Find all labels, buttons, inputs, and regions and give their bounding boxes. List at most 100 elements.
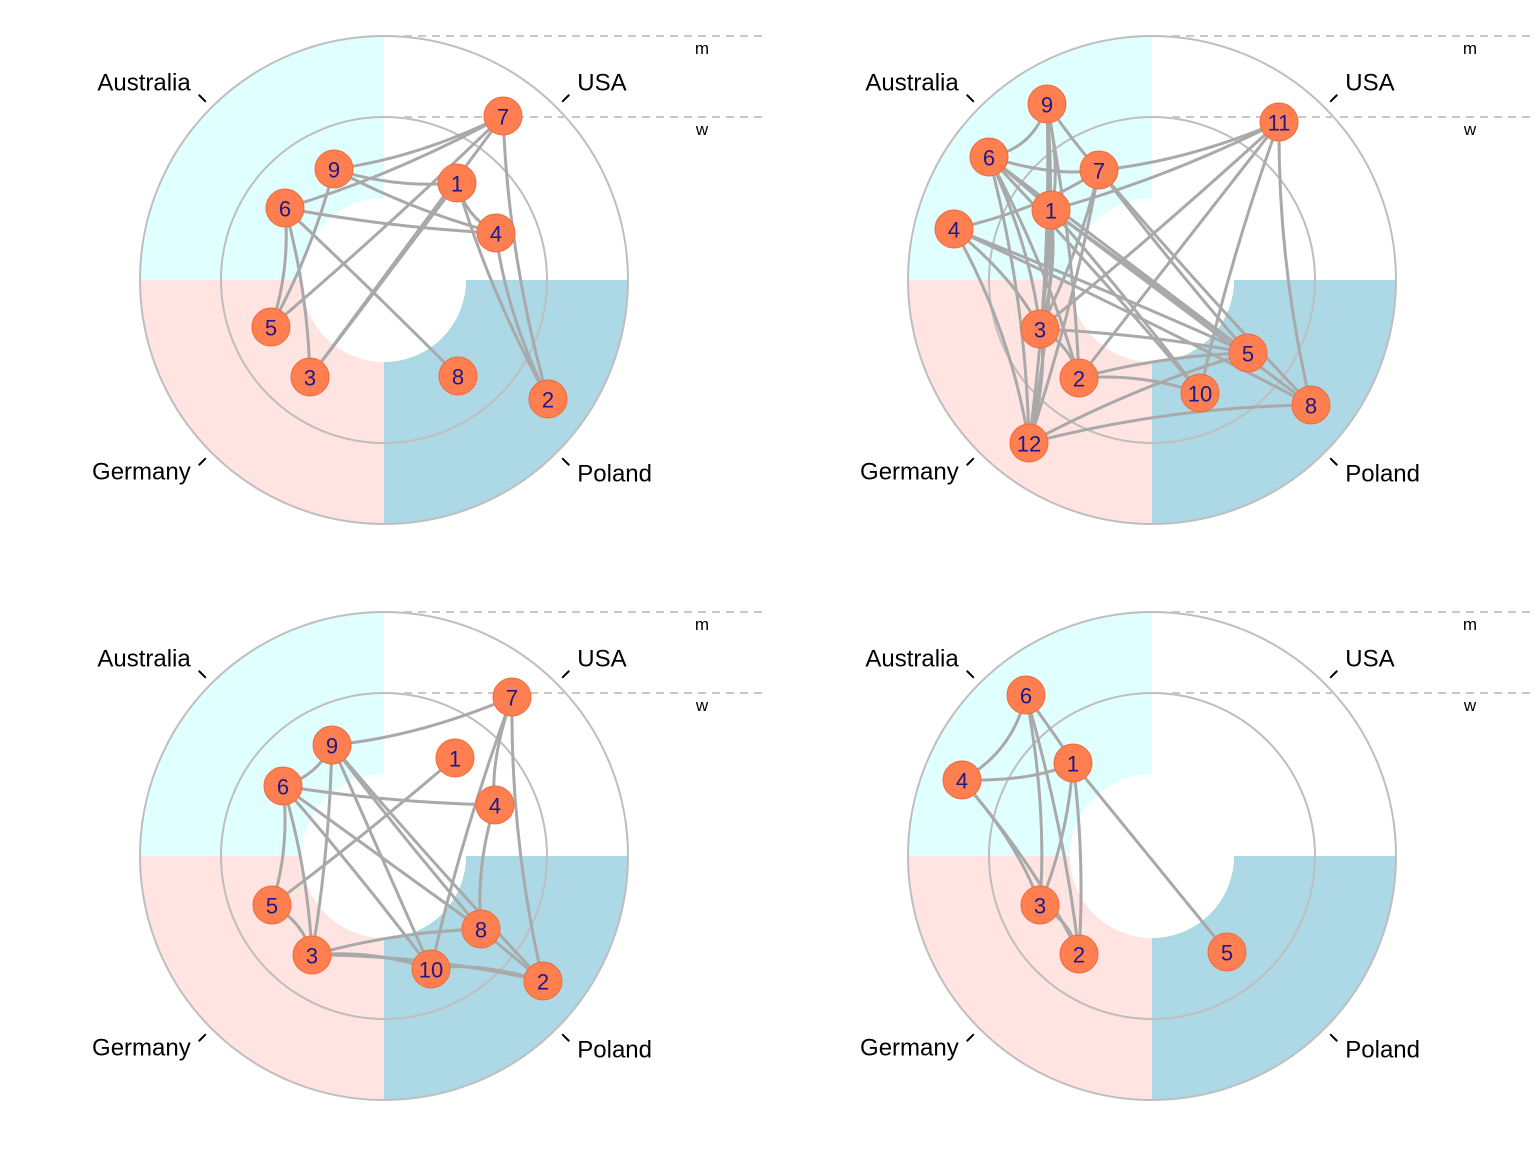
sector-label-poland: Poland <box>577 460 652 487</box>
sector-poland <box>384 280 628 524</box>
center-hole <box>1070 774 1234 938</box>
edge-5-1 <box>271 756 456 907</box>
node-10: 10 <box>1180 373 1220 413</box>
node-label: 3 <box>304 366 316 391</box>
node-4: 4 <box>934 209 974 249</box>
node-label: 2 <box>1073 943 1085 968</box>
sector-germany <box>908 856 1152 1100</box>
node-circle <box>523 961 563 1001</box>
level-label-w: w <box>1463 696 1477 715</box>
edge-1-5 <box>1071 762 1229 953</box>
node-circle <box>292 935 332 975</box>
node-circle <box>969 137 1009 177</box>
sector-label-germany: Germany <box>860 1034 959 1061</box>
sector-label-usa: USA <box>1345 70 1394 97</box>
node-circle <box>934 209 974 249</box>
node-8: 8 <box>438 356 478 396</box>
edge-9-4 <box>333 167 497 235</box>
sector-label-poland: Poland <box>1345 1036 1420 1063</box>
node-label: 1 <box>1045 199 1057 224</box>
edge-9-2 <box>330 744 545 983</box>
node-circle <box>437 163 477 203</box>
node-label: 1 <box>1067 752 1079 777</box>
node-label: 7 <box>506 686 518 711</box>
tick-australia <box>198 670 207 679</box>
node-1: 1 <box>1053 743 1093 783</box>
edge-1-2 <box>455 182 550 400</box>
edge-7-5 <box>1097 169 1250 354</box>
node-circle <box>1207 932 1247 972</box>
node-circle <box>1180 373 1220 413</box>
edge-6-12 <box>987 156 1031 444</box>
level-label-m: m <box>695 615 709 634</box>
node-8: 8 <box>461 909 501 949</box>
edge-11-3 <box>1039 120 1281 331</box>
node-circle <box>1059 934 1099 974</box>
node-7: 7 <box>492 677 532 717</box>
node-circle <box>252 885 292 925</box>
sector-germany <box>140 280 384 524</box>
edge-9-12 <box>1027 103 1050 444</box>
center-hole <box>302 774 466 938</box>
node-circle <box>1020 885 1060 925</box>
tick-germany <box>966 1033 975 1042</box>
edge-7-2 <box>510 696 545 982</box>
edge-7-11 <box>1098 120 1280 172</box>
edge-4-2 <box>960 779 1081 955</box>
node-circle <box>1291 385 1331 425</box>
node-label: 5 <box>1221 941 1233 966</box>
level-label-w: w <box>695 120 709 139</box>
node-circle <box>475 785 515 825</box>
outer-ring <box>139 35 629 525</box>
node-10: 10 <box>411 949 451 989</box>
node-2: 2 <box>1059 358 1099 398</box>
sector-label-poland: Poland <box>1345 460 1420 487</box>
node-circle <box>251 307 291 347</box>
sector-germany <box>908 280 1152 524</box>
node-7: 7 <box>483 96 523 136</box>
sector-label-australia: Australia <box>865 70 959 97</box>
tick-poland <box>561 1033 570 1042</box>
edge-6-4 <box>284 206 497 235</box>
edge-1-2 <box>1071 762 1083 955</box>
node-circle <box>1059 358 1099 398</box>
sector-usa <box>1152 36 1396 280</box>
node-circle <box>435 738 475 778</box>
node-label: 10 <box>419 958 443 983</box>
node-label: 8 <box>475 918 487 943</box>
node-label: 3 <box>1034 318 1046 343</box>
edge-6-2 <box>1024 694 1081 955</box>
sector-label-usa: USA <box>1345 646 1394 673</box>
node-3: 3 <box>1020 309 1060 349</box>
node-circle <box>1006 675 1046 715</box>
node-label: 5 <box>266 894 278 919</box>
edge-11-2 <box>1077 121 1281 379</box>
node-label: 10 <box>1188 382 1212 407</box>
node-label: 5 <box>265 316 277 341</box>
sector-label-australia: Australia <box>97 646 191 673</box>
node-3: 3 <box>292 935 332 975</box>
edge-6-3 <box>1024 694 1044 906</box>
node-circle <box>492 677 532 717</box>
middle-ring <box>220 692 548 1020</box>
edge-6-7 <box>284 114 504 210</box>
edge-3-8 <box>311 927 482 957</box>
sector-label-australia: Australia <box>865 646 959 673</box>
node-label: 1 <box>451 172 463 197</box>
edge-6-10 <box>281 785 433 970</box>
node-5: 5 <box>1228 333 1268 373</box>
node-label: 6 <box>983 146 995 171</box>
sector-label-usa: USA <box>577 70 626 97</box>
node-3: 3 <box>1020 885 1060 925</box>
node-label: 4 <box>948 218 960 243</box>
node-label: 4 <box>489 794 501 819</box>
node-circle <box>942 760 982 800</box>
node-circle <box>265 188 305 228</box>
node-label: 9 <box>1041 93 1053 118</box>
node-3: 3 <box>290 357 330 397</box>
edge-5-9 <box>269 168 336 328</box>
sector-label-poland: Poland <box>577 1036 652 1063</box>
tick-poland <box>1329 1033 1338 1042</box>
tick-poland <box>1329 457 1338 466</box>
